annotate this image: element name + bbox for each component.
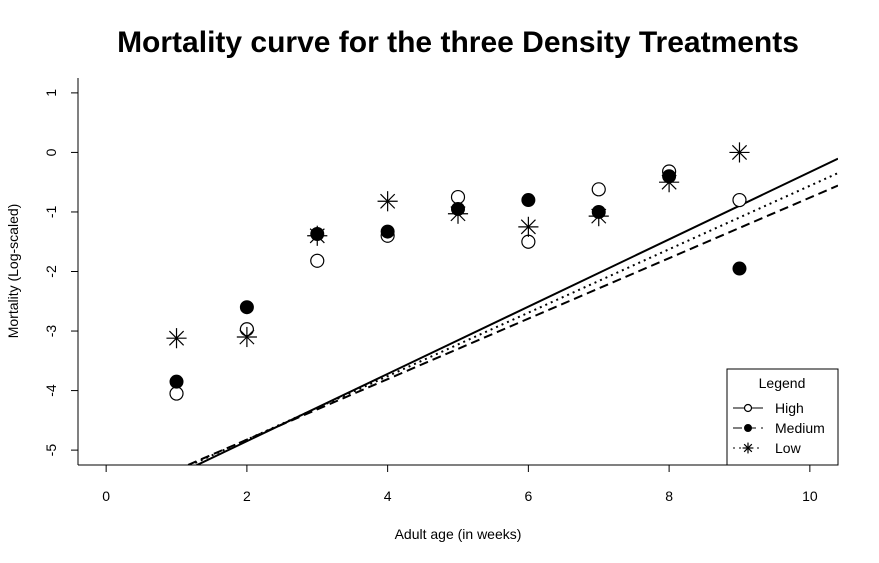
- x-tick-label: 6: [524, 488, 532, 504]
- legend-label-medium: Medium: [775, 420, 825, 436]
- x-tick-label: 8: [665, 488, 673, 504]
- point-low: [166, 328, 187, 349]
- legend-marker-medium: [744, 424, 752, 432]
- point-high: [310, 253, 325, 268]
- point-low: [377, 191, 398, 212]
- x-tick-label: 4: [384, 488, 392, 504]
- y-axis-label: Mortality (Log-scaled): [5, 204, 21, 339]
- point-low: [588, 206, 609, 227]
- x-axis-label: Adult age (in weeks): [395, 526, 522, 542]
- point-medium: [732, 261, 747, 276]
- y-tick-label: 0: [43, 148, 59, 156]
- chart-title: Mortality curve for the three Density Tr…: [117, 26, 799, 59]
- point-high: [591, 182, 606, 197]
- point-medium: [239, 300, 254, 315]
- legend-marker-low: [742, 442, 754, 454]
- x-tick-label: 2: [243, 488, 251, 504]
- legend-title: Legend: [759, 375, 806, 391]
- legend-marker-high: [743, 403, 753, 413]
- legend-label-high: High: [775, 400, 804, 416]
- fit-line-medium: [185, 184, 838, 465]
- y-tick-label: -3: [43, 325, 59, 338]
- y-tick-label: -4: [43, 384, 59, 397]
- legend-label-low: Low: [775, 440, 802, 456]
- point-high: [450, 189, 466, 205]
- y-tick-label: -2: [43, 265, 59, 278]
- point-medium: [380, 224, 395, 239]
- point-high: [732, 192, 747, 208]
- plot-axes: [77, 78, 838, 466]
- point-low: [307, 225, 328, 246]
- y-tick-label: 1: [43, 89, 59, 97]
- fit-line-high: [194, 157, 838, 465]
- x-tick-label: 10: [802, 488, 818, 504]
- y-tick-label: -1: [43, 206, 59, 219]
- point-low: [447, 203, 469, 224]
- y-ticks: -5 -4 -3 -2 -1 0 1: [43, 89, 78, 457]
- fit-lines: [185, 157, 838, 465]
- data-points: [166, 142, 750, 401]
- y-tick-label: -5: [43, 444, 59, 457]
- point-medium: [169, 374, 184, 389]
- point-high: [169, 386, 184, 401]
- point-low: [729, 142, 750, 163]
- x-tick-label: 0: [102, 488, 110, 504]
- point-low: [659, 172, 680, 193]
- x-ticks: 0 2 4 6 8 10: [102, 465, 818, 504]
- point-low: [236, 326, 257, 348]
- legend-box: [726, 368, 839, 466]
- legend: Legend High Medium Low: [726, 368, 839, 466]
- point-medium: [521, 193, 536, 208]
- point-low: [518, 216, 539, 237]
- point-high: [521, 234, 536, 249]
